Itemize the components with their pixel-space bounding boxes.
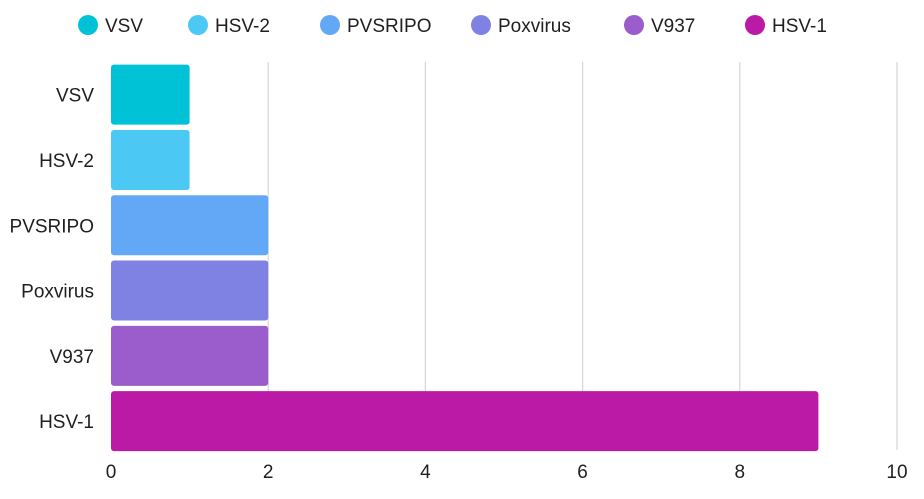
legend-label: Poxvirus bbox=[498, 16, 571, 37]
legend-label: PVSRIPO bbox=[347, 16, 431, 37]
bars bbox=[111, 64, 819, 452]
legend-label: V937 bbox=[651, 16, 695, 37]
category-label: PVSRIPO bbox=[10, 216, 94, 237]
legend-label: HSV-1 bbox=[772, 16, 827, 37]
legend-swatch bbox=[745, 15, 765, 35]
legend: VSV HSV-2 PVSRIPO Poxvirus V937 HSV-1 bbox=[78, 15, 827, 37]
x-tick-label: 10 bbox=[886, 462, 907, 483]
legend-label: HSV-2 bbox=[215, 16, 270, 37]
legend-item-hsv-2[interactable]: HSV-2 bbox=[188, 15, 270, 37]
legend-swatch bbox=[78, 15, 98, 35]
legend-item-v937[interactable]: V937 bbox=[624, 15, 695, 37]
bar-poxvirus[interactable] bbox=[111, 260, 269, 321]
bar-hsv-2[interactable] bbox=[111, 129, 190, 190]
x-tick-label: 2 bbox=[263, 462, 274, 483]
legend-swatch bbox=[471, 15, 491, 35]
legend-swatch bbox=[320, 15, 340, 35]
category-label: VSV bbox=[56, 86, 94, 107]
x-tick-label: 0 bbox=[106, 462, 117, 483]
x-tick-label: 6 bbox=[577, 462, 588, 483]
gridlines bbox=[267, 62, 898, 450]
x-tick-label: 8 bbox=[735, 462, 746, 483]
bar-hsv-1[interactable] bbox=[111, 391, 819, 452]
legend-item-hsv-1[interactable]: HSV-1 bbox=[745, 15, 827, 37]
bar-v937[interactable] bbox=[111, 325, 269, 386]
x-tick-label: 4 bbox=[420, 462, 431, 483]
legend-label: VSV bbox=[105, 16, 143, 37]
value-axis: 0 2 4 6 8 10 bbox=[106, 462, 908, 483]
category-label: Poxvirus bbox=[21, 282, 94, 303]
legend-item-vsv[interactable]: VSV bbox=[78, 15, 143, 37]
category-label: V937 bbox=[50, 347, 94, 368]
bar-vsv[interactable] bbox=[111, 64, 190, 125]
category-label: HSV-1 bbox=[39, 412, 94, 433]
category-label: HSV-2 bbox=[39, 151, 94, 172]
legend-item-poxvirus[interactable]: Poxvirus bbox=[471, 15, 571, 37]
legend-swatch bbox=[624, 15, 644, 35]
category-axis: VSV HSV-2 PVSRIPO Poxvirus V937 HSV-1 bbox=[10, 86, 95, 433]
bar-pvsripo[interactable] bbox=[111, 195, 269, 256]
legend-swatch bbox=[188, 15, 208, 35]
legend-item-pvsripo[interactable]: PVSRIPO bbox=[320, 15, 431, 37]
